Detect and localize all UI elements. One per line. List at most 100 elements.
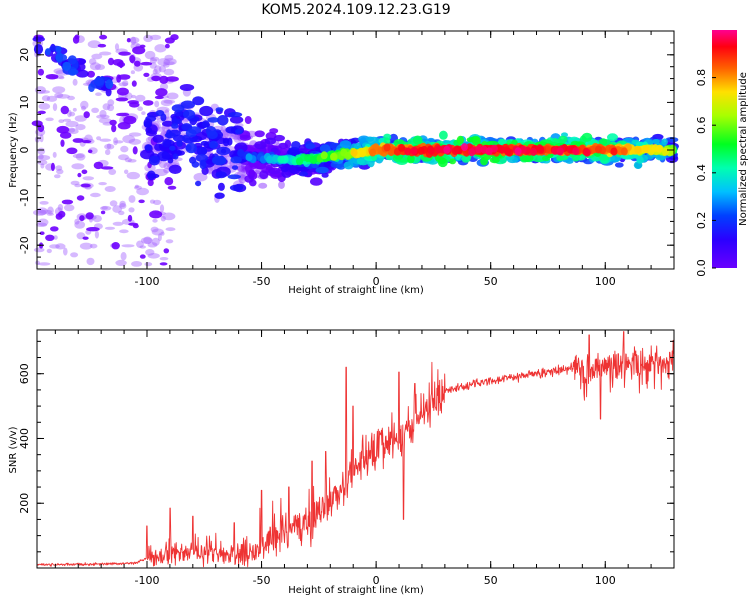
heatmap-cell	[111, 242, 120, 250]
heatmap-cell	[70, 252, 79, 258]
heatmap-cell	[532, 155, 546, 163]
heatmap-cell	[124, 157, 132, 163]
heatmap-cell	[93, 161, 104, 170]
heatmap-cell	[112, 221, 124, 226]
heatmap-cell	[143, 34, 153, 43]
snr-y-tick-label: 600	[18, 363, 31, 384]
snr-ticks: -100 -50 0 50 100 200 400 600	[18, 330, 674, 587]
heatmap-cell	[74, 183, 82, 188]
heatmap-cell	[45, 117, 54, 122]
heatmap-cell	[128, 195, 136, 203]
heatmap-cell	[137, 106, 144, 111]
heatmap-cell	[36, 207, 48, 216]
heatmap-cell	[468, 148, 476, 157]
heatmap-cell	[39, 231, 45, 235]
heatmap-cell	[118, 210, 125, 216]
heatmap-cell	[102, 103, 111, 111]
heatmap-cell	[33, 44, 44, 55]
heatmap-cell	[37, 68, 45, 76]
heatmap-cell	[514, 147, 522, 156]
heatmap-cell	[229, 134, 241, 140]
heatmap-cell	[369, 148, 377, 157]
heatmap-cell	[58, 76, 65, 80]
heatmap-cell	[428, 146, 435, 155]
heatmap-cell	[196, 146, 208, 156]
heatmap-cell	[215, 107, 224, 112]
heatmap-cell	[129, 55, 136, 64]
heatmap-cell	[49, 244, 60, 249]
heatmap-cell	[398, 143, 406, 152]
heatmap-cell	[85, 212, 94, 220]
heatmap-cell	[131, 94, 137, 99]
heatmap-cell	[77, 172, 82, 178]
heatmap-cell	[163, 248, 170, 254]
heatmap-cell	[358, 149, 366, 158]
heatmap-cell	[135, 94, 146, 102]
heatmap-cell	[278, 142, 289, 149]
heatmap-cell	[195, 180, 202, 187]
heatmap-cell	[173, 134, 185, 142]
heatmap-cell	[56, 125, 70, 134]
heatmap-cell	[75, 153, 86, 161]
heatmap-cell	[149, 210, 163, 219]
snr-x-tick-label: 0	[373, 574, 380, 587]
heatmap-cell	[163, 63, 170, 68]
heatmap-cell	[581, 132, 593, 142]
heatmap-cell	[320, 151, 328, 160]
heatmap-cell	[443, 145, 451, 154]
heatmap-cell	[254, 141, 267, 150]
heatmap-cell	[86, 257, 95, 266]
heatmap-cell	[145, 249, 155, 256]
colorbar-tick-label: 0.6	[695, 116, 708, 134]
heatmap-cell	[162, 138, 172, 148]
heatmap-cell	[99, 109, 107, 118]
heatmap-cell	[50, 226, 59, 232]
heatmap-cell	[268, 167, 281, 175]
colorbar-ticks: 0.0 0.2 0.4 0.6 0.8	[695, 69, 716, 277]
heatmap-cell	[235, 128, 243, 135]
heatmap-cell	[343, 161, 354, 170]
heatmap-cell	[490, 144, 498, 153]
heatmap-cell	[122, 135, 136, 144]
heatmap-cell	[128, 132, 142, 137]
heatmap-cell	[456, 135, 464, 145]
heatmap-cell	[52, 151, 57, 158]
heatmap-cell	[99, 34, 108, 40]
heatmap-cell	[278, 180, 285, 189]
heatmap-cell	[74, 115, 87, 122]
snr-x-tick-label: 100	[595, 574, 616, 587]
heatmap-cell	[68, 68, 79, 76]
heatmap-cell	[82, 176, 95, 181]
heatmap-cell	[239, 134, 251, 141]
heatmap-cell	[404, 147, 412, 156]
heatmap-cell	[100, 166, 114, 170]
heatmap-cell	[410, 146, 418, 155]
heatmap-cell	[78, 58, 86, 65]
heatmap-cell	[87, 70, 95, 78]
heatmap-cell	[81, 105, 86, 111]
heatmap-cell	[216, 146, 231, 156]
heatmap-cell	[139, 245, 146, 249]
heatmap-cell	[98, 118, 112, 124]
heatmap-cell	[321, 172, 329, 178]
heatmap-cell	[536, 144, 544, 153]
heatmap-cell	[296, 157, 303, 166]
heatmap-cell	[119, 229, 129, 234]
heatmap-cell	[134, 60, 141, 67]
spectrogram-y-tick-label: 20	[18, 48, 31, 62]
heatmap-cell	[166, 92, 179, 100]
snr-y-tick-label: 200	[18, 493, 31, 514]
heatmap-cell	[383, 143, 391, 152]
heatmap-cell	[310, 177, 323, 186]
heatmap-cell	[163, 58, 177, 66]
heatmap-cell	[89, 62, 101, 71]
heatmap-cell	[154, 65, 162, 74]
heatmap-cell	[168, 164, 182, 174]
heatmap-cell	[160, 231, 165, 236]
heatmap-cell	[136, 187, 150, 196]
heatmap-cell	[159, 257, 169, 261]
heatmap-cell	[55, 46, 62, 53]
heatmap-cell	[33, 247, 45, 253]
heatmap-cell	[100, 205, 112, 211]
heatmap-cell	[116, 87, 129, 96]
